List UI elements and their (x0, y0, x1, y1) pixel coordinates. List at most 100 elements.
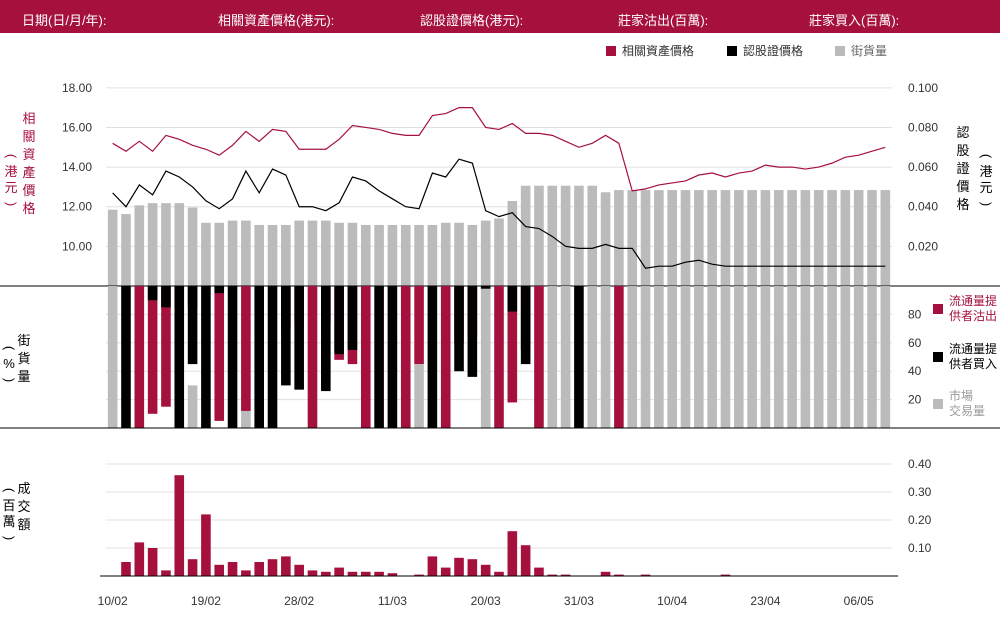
turnover-bar (427, 556, 438, 576)
outstanding-title-char: 貨 (17, 351, 31, 366)
left-price-tick-label: 10.00 (62, 239, 92, 253)
outstanding-bar (654, 190, 664, 286)
outstanding-bar (867, 190, 877, 286)
warrant-unit-char: 元 (979, 180, 993, 195)
turnover-bar (161, 570, 171, 576)
outstanding-bar (307, 220, 318, 286)
turnover-bar (494, 571, 504, 576)
turnover-bar (507, 531, 518, 576)
split-tick-label: 20 (908, 393, 922, 407)
outstanding-bar (507, 200, 518, 286)
outstanding-bar (227, 220, 238, 286)
market-trade-bar (667, 286, 677, 428)
outstanding-bar (880, 190, 891, 286)
legend-underlying-label: 相關資產價格 (622, 44, 695, 58)
left-price-tick-label: 16.00 (62, 120, 92, 134)
x-date-tick-label: 31/03 (564, 594, 594, 608)
outstanding-bar (534, 185, 544, 286)
x-date-tick-label: 10/04 (657, 594, 687, 608)
underlying-price-line (112, 107, 886, 192)
warrant-title-char: 股 (956, 143, 970, 158)
market-trade-bar (827, 286, 837, 428)
outstanding-bar (827, 190, 837, 286)
price-title-char: 格 (22, 201, 36, 216)
turnover-bar (267, 559, 278, 576)
turnover-bar (480, 564, 491, 576)
lp-buy-bar (454, 286, 464, 372)
outstanding-bar (147, 203, 158, 286)
turnover-bar (547, 574, 558, 576)
legend-warrant: 認股證價格 (727, 42, 803, 59)
outstanding-bar (414, 224, 424, 286)
header-underlying-price-label: 相關資產價格(港元): (218, 13, 335, 28)
outstanding-bar (174, 203, 185, 286)
outstanding-bar (400, 224, 411, 286)
turnover-bar (614, 574, 624, 576)
outstanding-bar (480, 220, 491, 286)
outstanding-bar (334, 222, 344, 286)
lp-buy-bar (227, 286, 238, 428)
outstanding-title-char: 街 (17, 333, 31, 348)
x-date-tick-label: 28/02 (284, 594, 314, 608)
x-date-tick-label: 10/02 (98, 594, 128, 608)
left-price-tick-label: 14.00 (62, 160, 92, 174)
market-trade-bar (800, 286, 811, 428)
lp-buy-bar (254, 286, 264, 428)
market-trade-bar (773, 286, 784, 428)
turnover-bar (241, 570, 251, 576)
price-unit-char: 元 (4, 180, 18, 195)
legend-outstanding-label: 街貨量 (851, 44, 888, 58)
market-trade-bar (654, 286, 664, 428)
turnover-bar (520, 545, 531, 576)
left-price-tick-label: 18.00 (62, 81, 92, 95)
lp-buy-bar (334, 286, 344, 355)
turnover-bar (307, 570, 318, 576)
warrant-price-line (112, 158, 886, 269)
turnover-bar (600, 571, 611, 576)
lp-buy-bar (480, 286, 491, 289)
turnover-bar (560, 574, 571, 576)
outstanding-bar (440, 222, 451, 286)
outstanding-bar (281, 224, 291, 286)
outstanding-bar (747, 190, 757, 286)
split-tick-label: 60 (908, 336, 922, 350)
outstanding-bar (720, 190, 731, 286)
left-price-tick-label: 12.00 (62, 200, 92, 214)
outstanding-unit-label: ( % ) (2, 340, 17, 388)
turnover-tick-label: 0.10 (908, 541, 932, 555)
lp-buy-bar (467, 286, 478, 377)
outstanding-bar (614, 190, 624, 286)
turnover-tick-label: 0.20 (908, 513, 932, 527)
warrant-unit-char: 港 (979, 164, 993, 179)
split-tick-label: 40 (908, 364, 922, 378)
lp-sell-bar (134, 286, 145, 428)
market-trade-bar (694, 286, 704, 428)
market-trade-bar (547, 286, 558, 428)
outstanding-bar (574, 185, 584, 286)
legend-lp-sell-line1: 流通量提 (949, 294, 998, 308)
lp-sell-bar (241, 286, 251, 411)
turnover-unit-label: ( 百 萬 ) (2, 482, 17, 546)
turnover-unit-char: 百 (2, 498, 16, 513)
lp-buy-bar (520, 286, 531, 365)
market-trade-bar (187, 385, 198, 428)
lp-buy-bar (574, 286, 584, 428)
market-trade-bar (747, 286, 757, 428)
turnover-unit-char: 萬 (2, 514, 16, 529)
warrant-axis-title: 認 股 證 價 格 (956, 124, 970, 214)
legend-warrant-swatch (727, 46, 737, 56)
warrant-title-char: 價 (956, 179, 970, 194)
turnover-bar (134, 542, 145, 576)
outstanding-bar (427, 224, 438, 286)
market-trade-bar (707, 286, 717, 428)
outstanding-unit-char: % (3, 356, 15, 371)
warrant-title-char: 格 (956, 197, 970, 212)
lp-buy-bar (174, 286, 185, 428)
x-date-tick-label: 20/03 (471, 594, 501, 608)
right-warrant-tick-label: 0.040 (908, 200, 938, 214)
lp-sell-bar (400, 286, 411, 428)
outstanding-bar (694, 190, 704, 286)
turnover-bar (347, 571, 358, 576)
legend-warrant-label: 認股證價格 (743, 44, 804, 58)
